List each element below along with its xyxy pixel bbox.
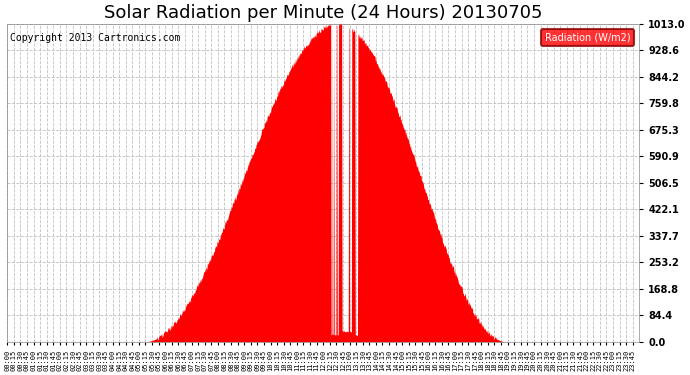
Legend: Radiation (W/m2): Radiation (W/m2) xyxy=(541,28,634,46)
Text: Copyright 2013 Cartronics.com: Copyright 2013 Cartronics.com xyxy=(10,33,181,43)
Title: Solar Radiation per Minute (24 Hours) 20130705: Solar Radiation per Minute (24 Hours) 20… xyxy=(104,4,542,22)
